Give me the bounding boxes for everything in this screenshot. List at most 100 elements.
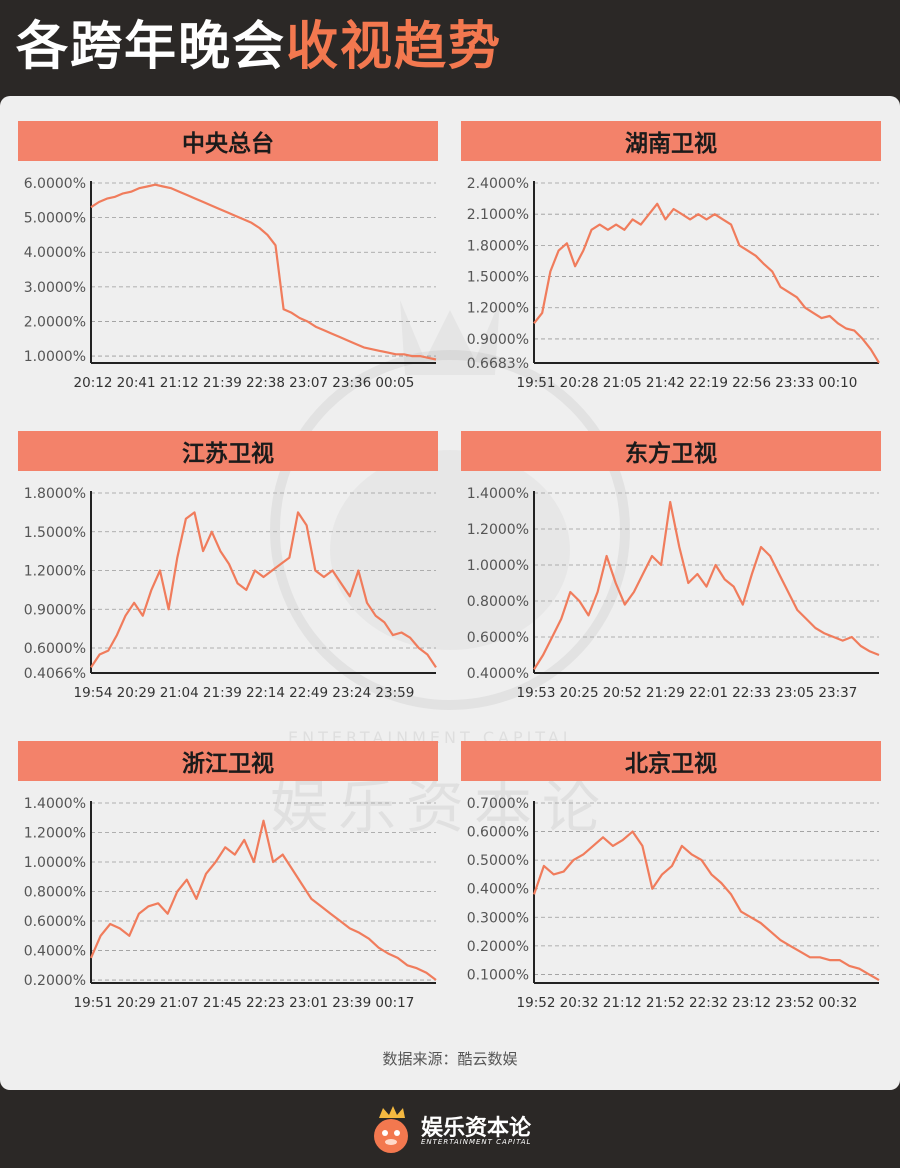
- line-chart: 1.4000% 1.2000% 1.0000% 0.8000% 0.6000% 0.400…: [24, 796, 437, 1011]
- chart-title: 北京卫视: [461, 741, 881, 781]
- x-tick-label: 21:12: [603, 995, 642, 1011]
- y-tick-label: 1.2000%: [467, 301, 529, 317]
- series-line: [533, 202, 880, 364]
- y-tick-label: 5.0000%: [24, 211, 86, 227]
- x-tick-label: 20:12: [74, 375, 113, 391]
- y-tick-label: 1.2000%: [24, 826, 86, 842]
- line-chart: 6.0000% 5.0000% 4.0000% 3.0000% 2.0000% 1.000…: [24, 176, 437, 391]
- x-tick-label: 23:36: [332, 375, 371, 391]
- y-tick-label: 1.2000%: [467, 522, 529, 538]
- x-tick-label: 21:39: [203, 685, 242, 701]
- chart-panel-dragon: 东方卫视 1.4000% 1.2000% 1.0000% 0.8000% 0.6000%…: [461, 431, 881, 721]
- title-part-white: 各跨年晚会: [16, 17, 287, 77]
- y-tick-label: 0.6000%: [24, 914, 86, 930]
- x-tick-label: 21:04: [160, 685, 199, 701]
- y-tick-label: 2.1000%: [467, 207, 529, 223]
- y-tick-label: 0.4000%: [24, 944, 86, 960]
- x-tick-label: 19:52: [517, 995, 556, 1011]
- x-tick-label: 00:32: [818, 995, 857, 1011]
- y-tick-label: 0.7000%: [467, 796, 529, 812]
- series-line: [90, 183, 437, 361]
- y-tick-label: 1.0000%: [24, 855, 86, 871]
- x-tick-label: 23:52: [775, 995, 814, 1011]
- y-tick-label: 1.0000%: [24, 349, 86, 365]
- source-note: 数据来源：酷云数娱: [382, 1050, 518, 1068]
- y-tick-label: 0.6000%: [24, 641, 86, 657]
- x-tick-label: 21:07: [160, 995, 199, 1011]
- x-tick-label: 22:33: [732, 685, 771, 701]
- y-tick-label: 0.8000%: [24, 885, 86, 901]
- chart-title: 东方卫视: [461, 431, 881, 471]
- y-tick-label: 0.6000%: [467, 825, 529, 841]
- y-tick-label: 6.0000%: [24, 176, 86, 192]
- y-tick-label: 0.6000%: [467, 630, 529, 646]
- y-tick-label: 0.2000%: [24, 973, 86, 989]
- line-chart: 0.7000% 0.6000% 0.5000% 0.4000% 0.3000% 0.200…: [467, 796, 880, 1011]
- x-tick-label: 20:29: [117, 685, 156, 701]
- y-tick-label: 4.0000%: [24, 245, 86, 261]
- x-tick-label: 20:28: [560, 375, 599, 391]
- line-chart: 2.4000% 2.1000% 1.8000% 1.5000% 1.2000% 0.900…: [467, 176, 880, 391]
- y-tick-label: 1.5000%: [467, 270, 529, 286]
- series-line: [533, 500, 880, 670]
- x-tick-label: 22:23: [246, 995, 285, 1011]
- line-chart: 1.8000% 1.5000% 1.2000% 0.9000% 0.6000% 0.406…: [24, 486, 437, 701]
- footer: 娱乐资本论 ENTERTAINMENT CAPITAL: [0, 1090, 900, 1168]
- y-tick-label: 0.2000%: [467, 939, 529, 955]
- x-tick-label: 21:52: [646, 995, 685, 1011]
- x-tick-label: 22:49: [289, 685, 328, 701]
- y-tick-label: 1.2000%: [24, 564, 86, 580]
- y-tick-label: 2.4000%: [467, 176, 529, 192]
- page-title: 各跨年晚会收视趋势: [16, 14, 502, 80]
- x-tick-label: 19:51: [517, 375, 556, 391]
- x-tick-label: 22:01: [689, 685, 728, 701]
- x-tick-label: 21:05: [603, 375, 642, 391]
- y-tick-label: 1.4000%: [467, 486, 529, 502]
- x-tick-label: 20:52: [603, 685, 642, 701]
- y-tick-label: 0.6683%: [467, 356, 529, 372]
- x-tick-label: 23:37: [818, 685, 857, 701]
- title-part-orange: 收视趋势: [286, 17, 503, 77]
- y-tick-label: 0.9000%: [467, 332, 529, 348]
- chart-panel-zhejiang: 浙江卫视 1.4000% 1.2000% 1.0000% 0.8000% 0.6000%…: [18, 741, 438, 1031]
- y-tick-label: 1.8000%: [467, 238, 529, 254]
- x-tick-label: 22:38: [246, 375, 285, 391]
- x-tick-label: 20:29: [117, 995, 156, 1011]
- chart-panel-jiangsu: 江苏卫视 1.8000% 1.5000% 1.2000% 0.9000% 0.6000%…: [18, 431, 438, 721]
- x-tick-label: 19:54: [74, 685, 113, 701]
- x-tick-label: 23:12: [732, 995, 771, 1011]
- x-tick-label: 00:10: [818, 375, 857, 391]
- y-tick-label: 1.0000%: [467, 558, 529, 574]
- x-tick-label: 21:45: [203, 995, 242, 1011]
- x-tick-label: 21:39: [203, 375, 242, 391]
- x-tick-label: 20:25: [560, 685, 599, 701]
- x-tick-label: 22:32: [689, 995, 728, 1011]
- x-tick-label: 22:56: [732, 375, 771, 391]
- y-tick-label: 0.1000%: [467, 967, 529, 983]
- chart-title: 中央总台: [18, 121, 438, 161]
- x-tick-label: 23:33: [775, 375, 814, 391]
- y-tick-label: 0.9000%: [24, 602, 86, 618]
- y-tick-label: 0.3000%: [467, 910, 529, 926]
- y-tick-label: 2.0000%: [24, 314, 86, 330]
- x-tick-label: 20:41: [117, 375, 156, 391]
- x-tick-label: 21:42: [646, 375, 685, 391]
- x-tick-label: 22:19: [689, 375, 728, 391]
- page-header: 各跨年晚会收视趋势: [0, 0, 900, 96]
- y-tick-label: 0.5000%: [467, 853, 529, 869]
- y-tick-label: 3.0000%: [24, 280, 86, 296]
- x-tick-label: 23:24: [332, 685, 371, 701]
- chart-panel-beijing: 北京卫视 0.7000% 0.6000% 0.5000% 0.4000% 0.3000%…: [461, 741, 881, 1031]
- y-tick-label: 0.8000%: [467, 594, 529, 610]
- x-tick-label: 23:39: [332, 995, 371, 1011]
- x-tick-label: 19:51: [74, 995, 113, 1011]
- x-tick-label: 00:05: [375, 375, 414, 391]
- y-tick-label: 0.4000%: [467, 882, 529, 898]
- series-line: [90, 511, 437, 669]
- mascot-icon: [374, 1106, 408, 1153]
- x-tick-label: 23:07: [289, 375, 328, 391]
- series-line: [532, 830, 880, 982]
- brand-name: 娱乐资本论: [421, 1115, 532, 1141]
- y-tick-label: 1.5000%: [24, 525, 86, 541]
- chart-title: 浙江卫视: [18, 741, 438, 781]
